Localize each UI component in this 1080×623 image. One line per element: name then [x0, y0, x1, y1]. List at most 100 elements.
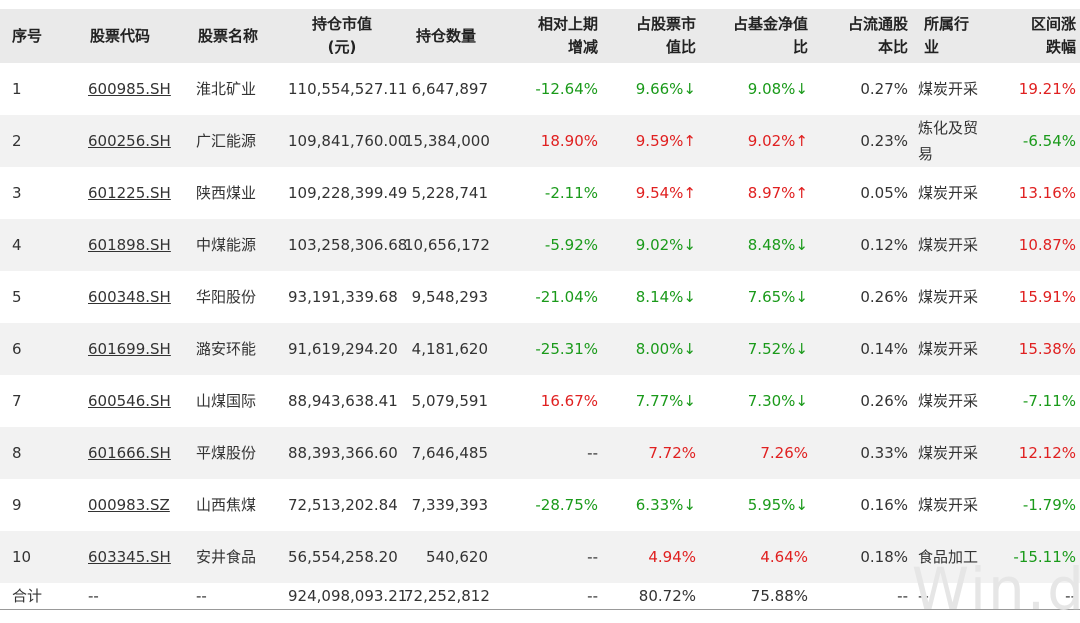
stock-code-link[interactable]: 601666.SH — [88, 444, 171, 462]
quantity-cell: 540,620 — [400, 531, 492, 583]
stock-code-cell: 601699.SH — [78, 323, 186, 375]
pct-float-cell: 0.27% — [860, 80, 908, 98]
header-change-vs-prior[interactable]: 相对上期 增减 — [492, 9, 602, 63]
stock-name-cell: 陕西煤业 — [196, 184, 257, 202]
market-value-cell: 72,513,202.84 — [288, 496, 398, 514]
table-row[interactable]: 2 600256.SH 广汇能源 109,841,760.00 15,384,000 18… — [0, 115, 1080, 167]
index-cell: 3 — [12, 184, 22, 202]
header-market-value[interactable]: 持仓市值 (元) — [284, 9, 400, 63]
market-value-cell: 56,554,258.20 — [284, 531, 400, 583]
stock-code-link[interactable]: 600985.SH — [88, 80, 171, 98]
range-change-cell: 15.38% — [994, 323, 1080, 375]
industry-cell: 煤炭开采 — [912, 427, 994, 479]
stock-code-link[interactable]: 600546.SH — [88, 392, 171, 410]
total-row: 合计 -- -- 924,098,093.21 72,252,812 -- 80.72% 75… — [0, 583, 1080, 610]
range-change-cell: -15.11% — [994, 531, 1080, 583]
stock-code-link[interactable]: 601699.SH — [88, 340, 171, 358]
table-row[interactable]: 8 601666.SH 平煤股份 88,393,366.60 7,646,485 -- 7.… — [0, 427, 1080, 479]
stock-code-link[interactable]: 600256.SH — [88, 132, 171, 150]
stock-code-cell: 601898.SH — [78, 219, 186, 271]
header-pct-nav[interactable]: 占基金净值比 — [700, 9, 812, 63]
range-change-cell: 19.21% — [1018, 80, 1076, 98]
pct-nav-cell: 7.52%↓ — [700, 323, 812, 375]
header-stock-name[interactable]: 股票名称 — [186, 9, 284, 63]
market-value-cell: 91,619,294.20 — [284, 323, 400, 375]
stock-code-cell: 601225.SH — [78, 167, 186, 219]
index-cell: 8 — [0, 427, 78, 479]
index-cell: 10 — [0, 531, 78, 583]
table-row[interactable]: 9 000983.SZ 山西焦煤 72,513,202.84 7,339,393 -28.… — [0, 479, 1080, 531]
holdings-table: 序号 股票代码 股票名称 持仓市值 (元) 持仓数量 相对上期 增减 占股票市 值比 … — [0, 9, 1080, 610]
industry-cell: 炼化及贸易 — [912, 115, 994, 167]
table-row[interactable]: 10 603345.SH 安井食品 56,554,258.20 540,620 -- 4.9… — [0, 531, 1080, 583]
market-value-cell: 88,393,366.60 — [284, 427, 400, 479]
change-cell: 18.90% — [492, 115, 602, 167]
stock-name-cell: 广汇能源 — [186, 115, 284, 167]
industry-cell: 煤炭开采 — [918, 496, 979, 514]
quantity-cell: 6,647,897 — [411, 80, 488, 98]
stock-code-link[interactable]: 601898.SH — [88, 236, 171, 254]
header-pct-stock-value[interactable]: 占股票市 值比 — [602, 9, 700, 63]
index-cell: 5 — [12, 288, 22, 306]
range-change-cell: 12.12% — [994, 427, 1080, 479]
table-row[interactable]: 6 601699.SH 潞安环能 91,619,294.20 4,181,620 -25.… — [0, 323, 1080, 375]
stock-name-cell: 安井食品 — [186, 531, 284, 583]
header-stock-code[interactable]: 股票代码 — [78, 9, 186, 63]
quantity-cell: 7,339,393 — [411, 496, 488, 514]
pct-nav-cell: 9.08%↓ — [747, 80, 808, 98]
change-cell: 16.67% — [540, 392, 598, 410]
change-cell: -5.92% — [492, 219, 602, 271]
stock-code-link[interactable]: 603345.SH — [88, 548, 171, 566]
quantity-cell: 5,079,591 — [411, 392, 488, 410]
total-industry: -- — [912, 583, 994, 610]
header-industry[interactable]: 所属行业 — [912, 9, 994, 63]
header-pct-float[interactable]: 占流通股 本比 — [812, 9, 912, 63]
quantity-cell: 9,548,293 — [411, 288, 488, 306]
industry-cell: 煤炭开采 — [918, 80, 979, 98]
market-value-cell: 110,554,527.11 — [288, 80, 408, 98]
header-market-value-line1: 持仓市值 — [311, 15, 372, 33]
total-quantity: 72,252,812 — [400, 583, 492, 610]
stock-code-cell: 600985.SH — [78, 63, 186, 115]
pct-stock-value-cell: 8.00%↓ — [602, 323, 700, 375]
pct-nav-cell: 7.26% — [700, 427, 812, 479]
pct-stock-value-cell: 7.72% — [602, 427, 700, 479]
header-quantity[interactable]: 持仓数量 — [400, 9, 492, 63]
industry-cell: 煤炭开采 — [918, 392, 979, 410]
table-row[interactable]: 3 601225.SH 陕西煤业 109,228,399.49 5,228,741 -2.… — [0, 167, 1080, 219]
pct-stock-value-cell: 9.59%↑ — [602, 115, 700, 167]
table-row[interactable]: 5 600348.SH 华阳股份 93,191,339.68 9,548,293 -21.… — [0, 271, 1080, 323]
quantity-cell: 5,228,741 — [411, 184, 488, 202]
range-change-cell: -6.54% — [994, 115, 1080, 167]
index-cell: 1 — [12, 80, 22, 98]
table-row[interactable]: 4 601898.SH 中煤能源 103,258,306.68 10,656,172 -5… — [0, 219, 1080, 271]
quantity-cell: 10,656,172 — [400, 219, 492, 271]
change-cell: -21.04% — [535, 288, 598, 306]
stock-name-cell: 山煤国际 — [196, 392, 257, 410]
index-cell: 7 — [12, 392, 22, 410]
pct-float-cell: 0.26% — [860, 392, 908, 410]
pct-stock-value-cell: 9.02%↓ — [602, 219, 700, 271]
index-cell: 2 — [0, 115, 78, 167]
table-row[interactable]: 7 600546.SH 山煤国际 88,943,638.41 5,079,591 16.6… — [0, 375, 1080, 427]
table-header-row: 序号 股票代码 股票名称 持仓市值 (元) 持仓数量 相对上期 增减 占股票市 值比 … — [0, 9, 1080, 63]
stock-name-cell: 中煤能源 — [186, 219, 284, 271]
header-index[interactable]: 序号 — [0, 9, 78, 63]
pct-nav-cell: 4.64% — [700, 531, 812, 583]
stock-code-link[interactable]: 000983.SZ — [88, 496, 170, 514]
stock-code-link[interactable]: 601225.SH — [88, 184, 171, 202]
market-value-cell: 109,841,760.00 — [284, 115, 407, 167]
stock-code-cell: 600348.SH — [78, 271, 186, 323]
stock-name-cell: 潞安环能 — [186, 323, 284, 375]
quantity-cell: 7,646,485 — [400, 427, 492, 479]
change-cell: -- — [492, 531, 602, 583]
total-range-change: -- — [994, 583, 1080, 610]
change-cell: -12.64% — [535, 80, 598, 98]
stock-code-link[interactable]: 600348.SH — [88, 288, 171, 306]
total-market-value: 924,098,093.21 — [284, 583, 407, 610]
market-value-cell: 103,258,306.68 — [284, 219, 407, 271]
header-range-change[interactable]: 区间涨 跌幅 — [994, 9, 1080, 63]
table-row[interactable]: 1 600985.SH 淮北矿业 110,554,527.11 6,647,897 -12… — [0, 63, 1080, 115]
pct-float-cell: 0.05% — [860, 184, 908, 202]
stock-code-cell: 600546.SH — [78, 375, 186, 427]
